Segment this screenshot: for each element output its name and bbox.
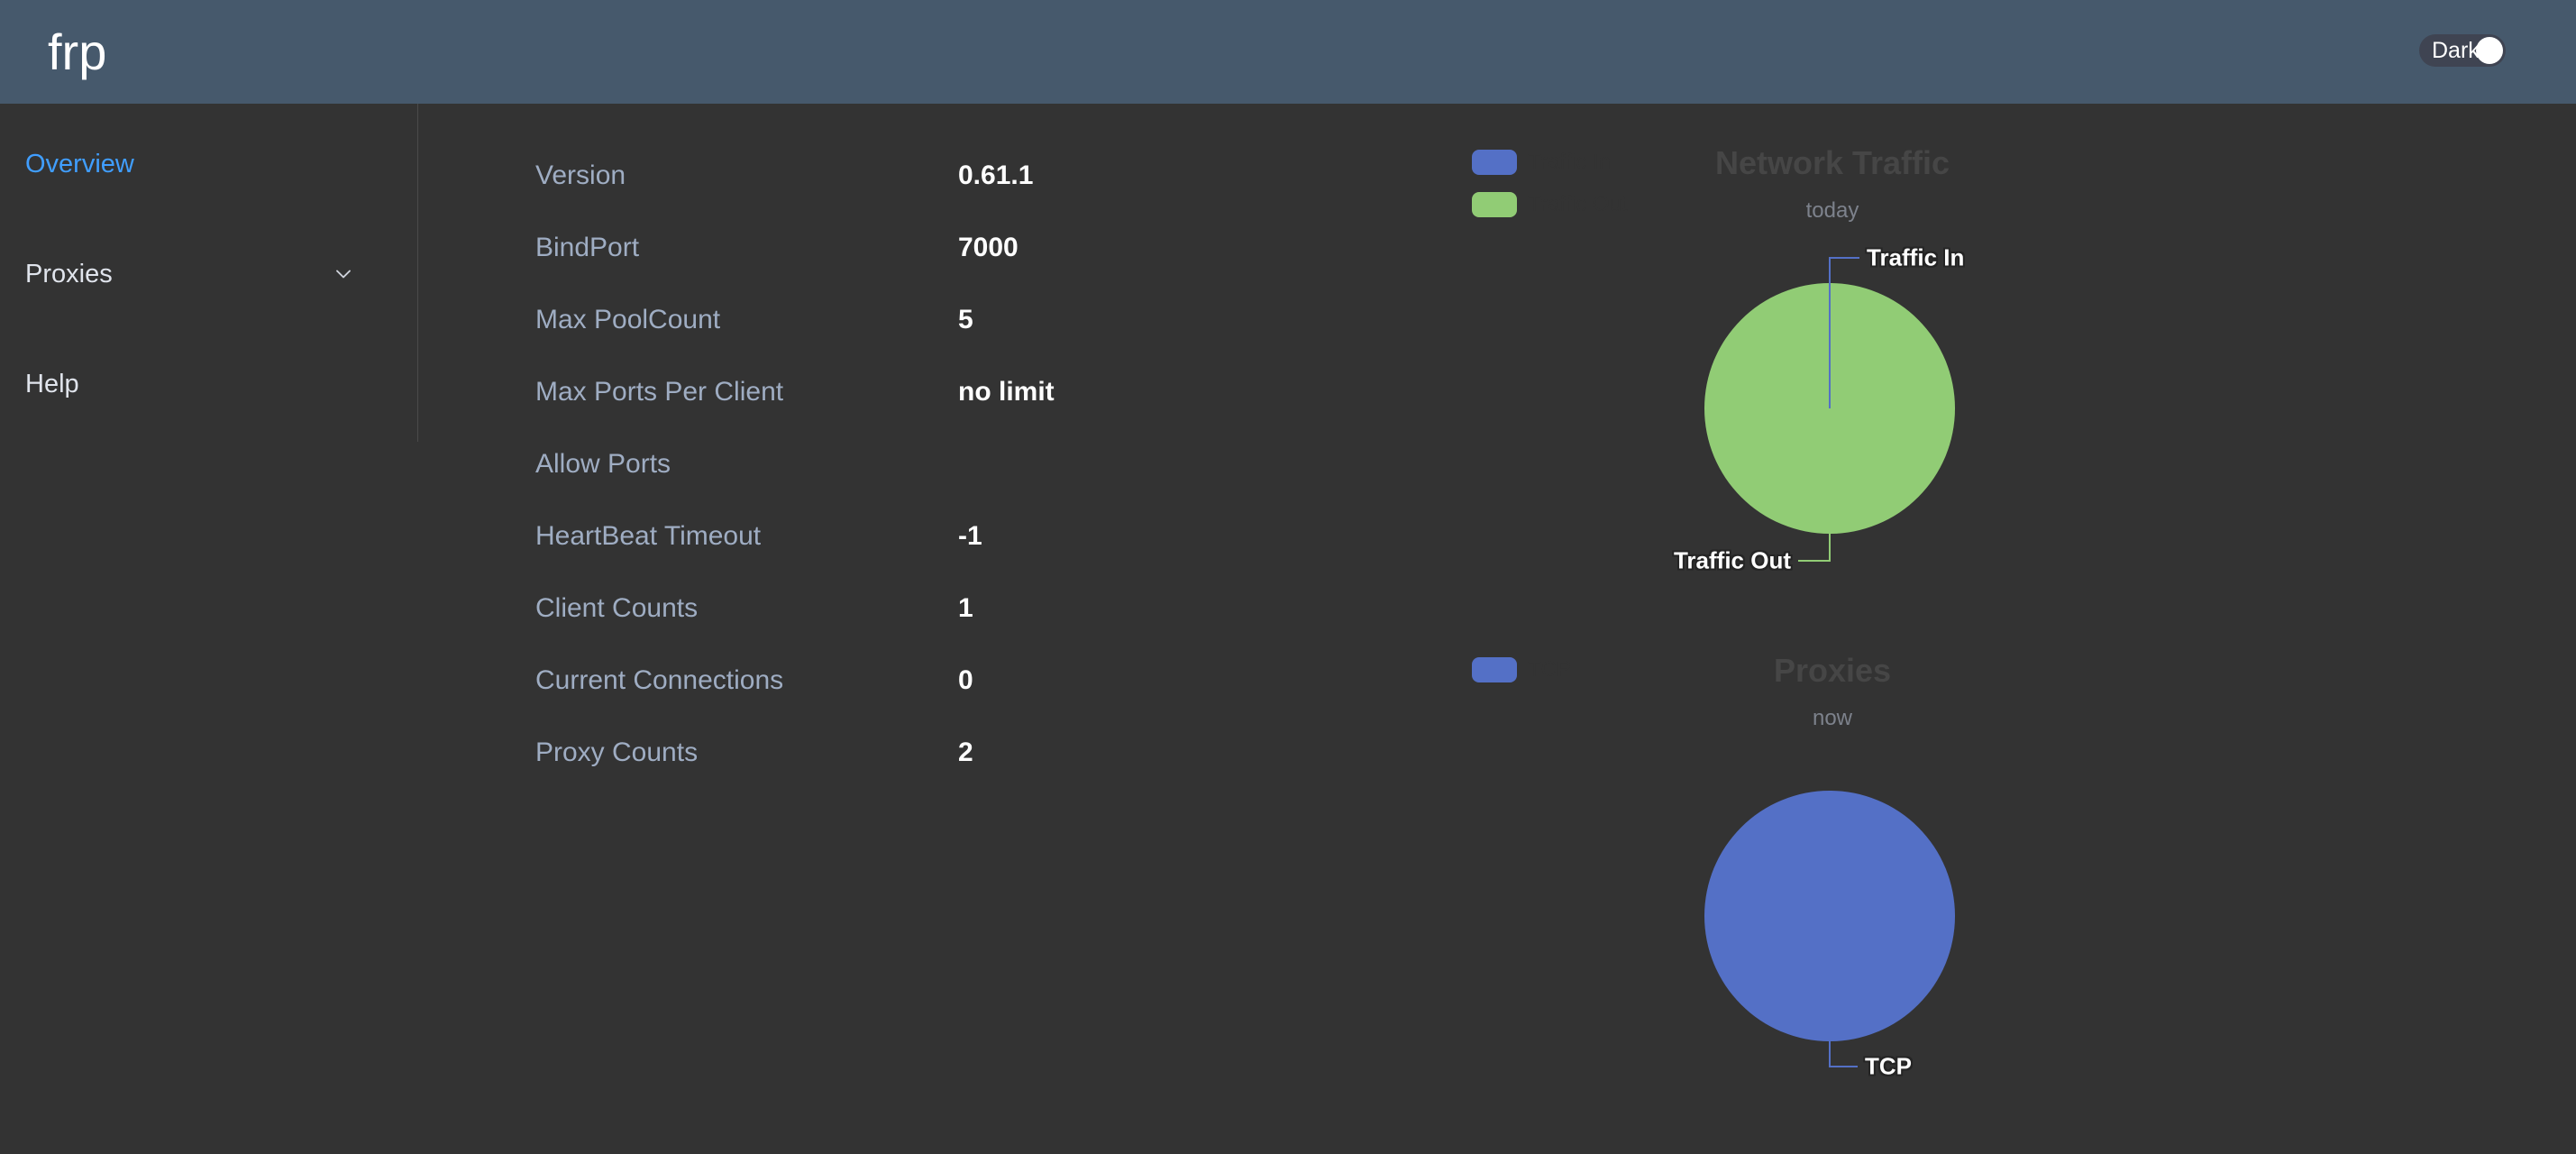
pie-traffic-in-slice[interactable] xyxy=(1829,283,1831,408)
row-value: 5 xyxy=(958,305,973,334)
chart-title: Proxies xyxy=(1773,652,1892,689)
table-row: Max PoolCount 5 xyxy=(535,284,1401,356)
chart-title: Network Traffic xyxy=(1714,144,1950,181)
table-row: Max Ports Per Client no limit xyxy=(535,356,1401,428)
row-label: BindPort xyxy=(535,233,640,262)
legend-label: Traffic In xyxy=(1528,150,1612,174)
toggle-knob-icon xyxy=(2476,37,2503,64)
table-row: Allow Ports xyxy=(535,428,1401,500)
chart-subtitle: now xyxy=(1812,706,1853,730)
row-value: 0.61.1 xyxy=(958,160,1034,190)
table-row: HeartBeat Timeout -1 xyxy=(535,500,1401,572)
header-bar: frp Dark xyxy=(0,0,2576,104)
row-label: Max PoolCount xyxy=(535,305,721,334)
dark-mode-toggle[interactable]: Dark xyxy=(2419,34,2506,67)
legend-swatch-icon xyxy=(1472,150,1517,175)
table-row: Client Counts 1 xyxy=(535,572,1401,645)
table-row: Version 0.61.1 xyxy=(535,140,1401,212)
chart-legend: Traffic In Traffic Out xyxy=(1472,150,1628,234)
dark-mode-toggle-label: Dark xyxy=(2432,38,2480,63)
legend-item-tcp[interactable]: TCP xyxy=(1472,657,1571,682)
proxies-chart: Proxies now TCP TCP xyxy=(1472,643,2193,1148)
chart-subtitle: today xyxy=(1805,198,1859,223)
row-value: 2 xyxy=(958,737,973,767)
sidebar-item-label: Help xyxy=(25,369,79,398)
row-label: Version xyxy=(535,160,626,190)
row-value: 0 xyxy=(958,665,973,695)
sidebar-item-label: Proxies xyxy=(25,259,113,288)
row-label: Max Ports Per Client xyxy=(535,377,784,407)
legend-item-traffic-in[interactable]: Traffic In xyxy=(1472,150,1628,175)
row-label: Allow Ports xyxy=(535,449,671,479)
row-value: no limit xyxy=(958,377,1055,407)
chevron-down-icon xyxy=(336,270,351,279)
app-logo: frp xyxy=(48,23,107,80)
sidebar-item-proxies[interactable]: Proxies xyxy=(0,219,417,329)
sidebar-item-help[interactable]: Help xyxy=(0,329,417,439)
legend-item-traffic-out[interactable]: Traffic Out xyxy=(1472,192,1628,217)
row-value: 1 xyxy=(958,593,973,623)
sidebar-item-label: Overview xyxy=(25,149,134,179)
chart-legend: TCP xyxy=(1472,657,1571,700)
table-row: Proxy Counts 2 xyxy=(535,717,1401,789)
legend-swatch-icon xyxy=(1472,657,1517,682)
table-row: Current Connections 0 xyxy=(535,645,1401,717)
sidebar-item-overview[interactable]: Overview xyxy=(0,109,417,219)
row-label: Client Counts xyxy=(535,593,699,623)
sidebar-menu: Overview Proxies Help xyxy=(0,104,418,442)
legend-label: Traffic Out xyxy=(1528,192,1628,216)
row-label: Proxy Counts xyxy=(535,737,699,767)
row-label: HeartBeat Timeout xyxy=(535,521,762,551)
row-label: Current Connections xyxy=(535,665,784,695)
pie-tcp-slice[interactable] xyxy=(1704,791,1955,1041)
server-info-table: Version 0.61.1 BindPort 7000 Max PoolCou… xyxy=(535,140,1401,789)
table-row: BindPort 7000 xyxy=(535,212,1401,284)
pie-label-tcp: TCP xyxy=(1865,1052,1912,1080)
row-value: 7000 xyxy=(958,233,1019,262)
legend-swatch-icon xyxy=(1472,192,1517,217)
row-value: -1 xyxy=(958,521,982,551)
legend-label: TCP xyxy=(1528,657,1571,682)
pie-label-traffic-in: Traffic In xyxy=(1867,243,1965,271)
pie-label-traffic-out: Traffic Out xyxy=(1673,546,1791,574)
network-traffic-chart: Network Traffic today Traffic In Traffic… xyxy=(1472,135,2193,640)
